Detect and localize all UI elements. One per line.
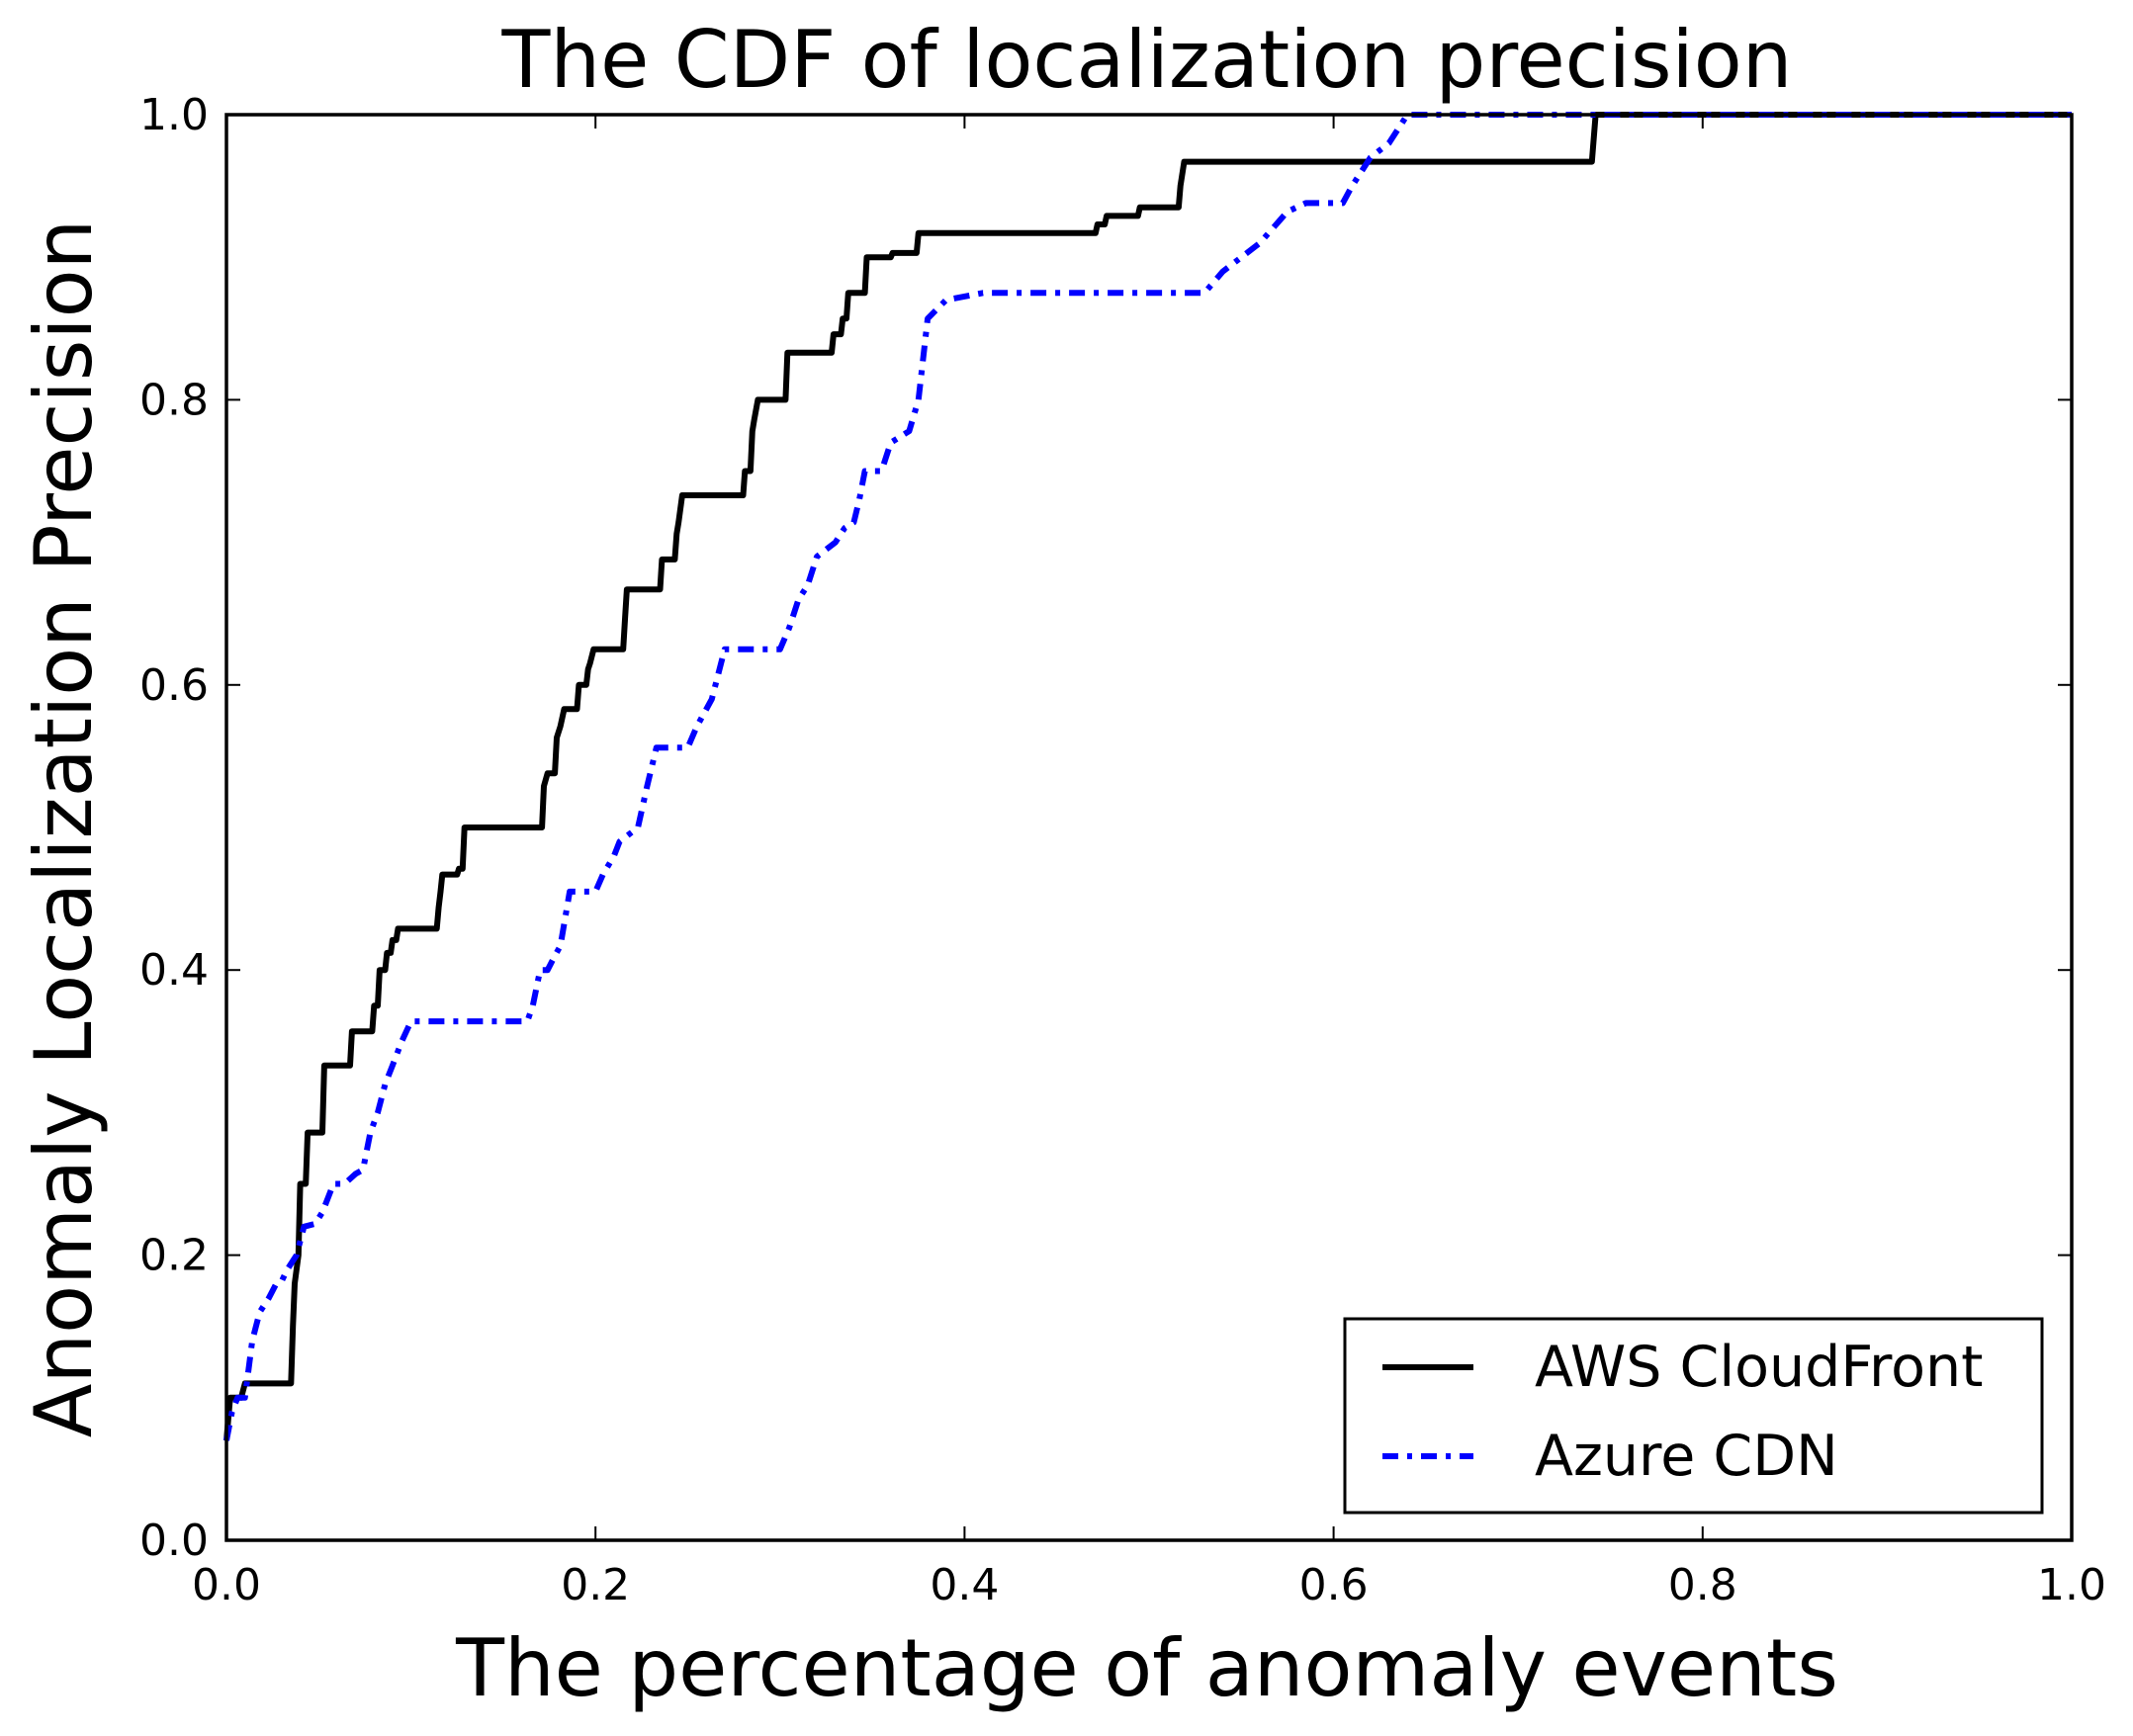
y-tick-label: 1.0 — [139, 90, 209, 140]
x-tick-label: 1.0 — [2037, 1560, 2106, 1610]
x-axis-label: The percentage of anomaly events — [455, 1622, 1838, 1714]
y-tick-label: 0.2 — [139, 1231, 209, 1281]
y-tick-label: 0.6 — [139, 660, 209, 711]
series-line-aws-cloudfront — [223, 112, 2072, 1441]
y-axis-label: Anomaly Localization Precision — [18, 219, 110, 1438]
y-tick-label: 0.8 — [139, 375, 209, 425]
legend-box — [1343, 1317, 2044, 1515]
x-tick-label: 0.4 — [930, 1560, 999, 1610]
axis-ticks: 0.0 0.2 0.4 0.6 0.8 1.0 0.0 0.2 0.4 0.6 0.8 1.0 — [139, 90, 2106, 1610]
y-tick-label: 0.0 — [139, 1516, 209, 1566]
x-tick-label: 0.8 — [1668, 1560, 1737, 1610]
y-tick-label: 0.4 — [139, 945, 209, 996]
x-tick-label: 0.2 — [561, 1560, 630, 1610]
x-tick-label: 0.6 — [1299, 1560, 1369, 1610]
plot-frame — [224, 113, 2074, 1542]
chart-title: The CDF of localization precision — [501, 14, 1793, 106]
legend-label-azure-cdn: Azure CDN — [1535, 1424, 1838, 1489]
legend-label-aws-cloudfront: AWS CloudFront — [1535, 1335, 1984, 1400]
plot-series — [223, 112, 2072, 1441]
legend: AWS CloudFront Azure CDN — [1343, 1317, 2044, 1515]
x-tick-label: 0.0 — [192, 1560, 261, 1610]
series-line-azure-cdn — [223, 112, 2072, 1441]
